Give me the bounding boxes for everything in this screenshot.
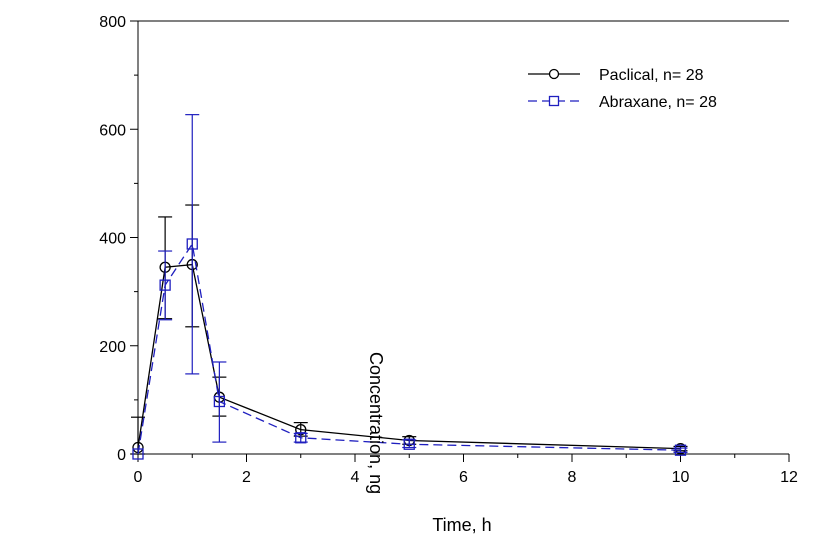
data-point xyxy=(186,238,198,250)
series-layer xyxy=(131,114,688,460)
x-tick-label: 10 xyxy=(672,469,690,486)
data-point xyxy=(403,438,415,450)
series-line xyxy=(137,242,681,455)
y-axis-ticks: 0 200 400 600 800 xyxy=(99,14,138,464)
data-point xyxy=(295,432,307,444)
legend-marker-abraxane xyxy=(548,95,560,107)
legend-label-abraxane: Abraxane, n= 28 xyxy=(599,94,717,111)
series-abraxane xyxy=(132,114,688,460)
axes xyxy=(137,20,789,455)
x-tick-label: 6 xyxy=(459,469,468,486)
data-point xyxy=(674,444,687,456)
legend-label-paclical: Paclical, n= 28 xyxy=(599,67,704,84)
y-tick-label: 400 xyxy=(99,231,126,248)
y-tick-label: 0 xyxy=(117,447,126,464)
x-axis-title: Time, h xyxy=(432,515,491,535)
y-tick-label: 600 xyxy=(99,122,126,139)
x-tick-label: 12 xyxy=(780,469,798,486)
y-tick-label: 800 xyxy=(99,14,126,31)
legend: Paclical, n= 28 Abraxane, n= 28 xyxy=(528,67,717,111)
y-axis-title: Concentration, ng xyxy=(366,352,386,494)
x-tick-label: 2 xyxy=(242,469,251,486)
data-point xyxy=(159,279,171,291)
legend-entry-paclical: Paclical, n= 28 xyxy=(528,67,704,84)
x-tick-label: 8 xyxy=(568,469,577,486)
x-tick-label: 4 xyxy=(351,469,360,486)
data-point xyxy=(213,395,226,408)
legend-entry-abraxane: Abraxane, n= 28 xyxy=(528,94,717,111)
x-tick-label: 0 xyxy=(134,469,143,486)
y-tick-label: 200 xyxy=(99,339,126,356)
data-point xyxy=(132,448,144,460)
legend-marker-paclical xyxy=(548,68,560,80)
x-axis-ticks: 0 2 4 6 8 10 12 xyxy=(134,454,798,486)
series-paclical xyxy=(131,204,688,455)
